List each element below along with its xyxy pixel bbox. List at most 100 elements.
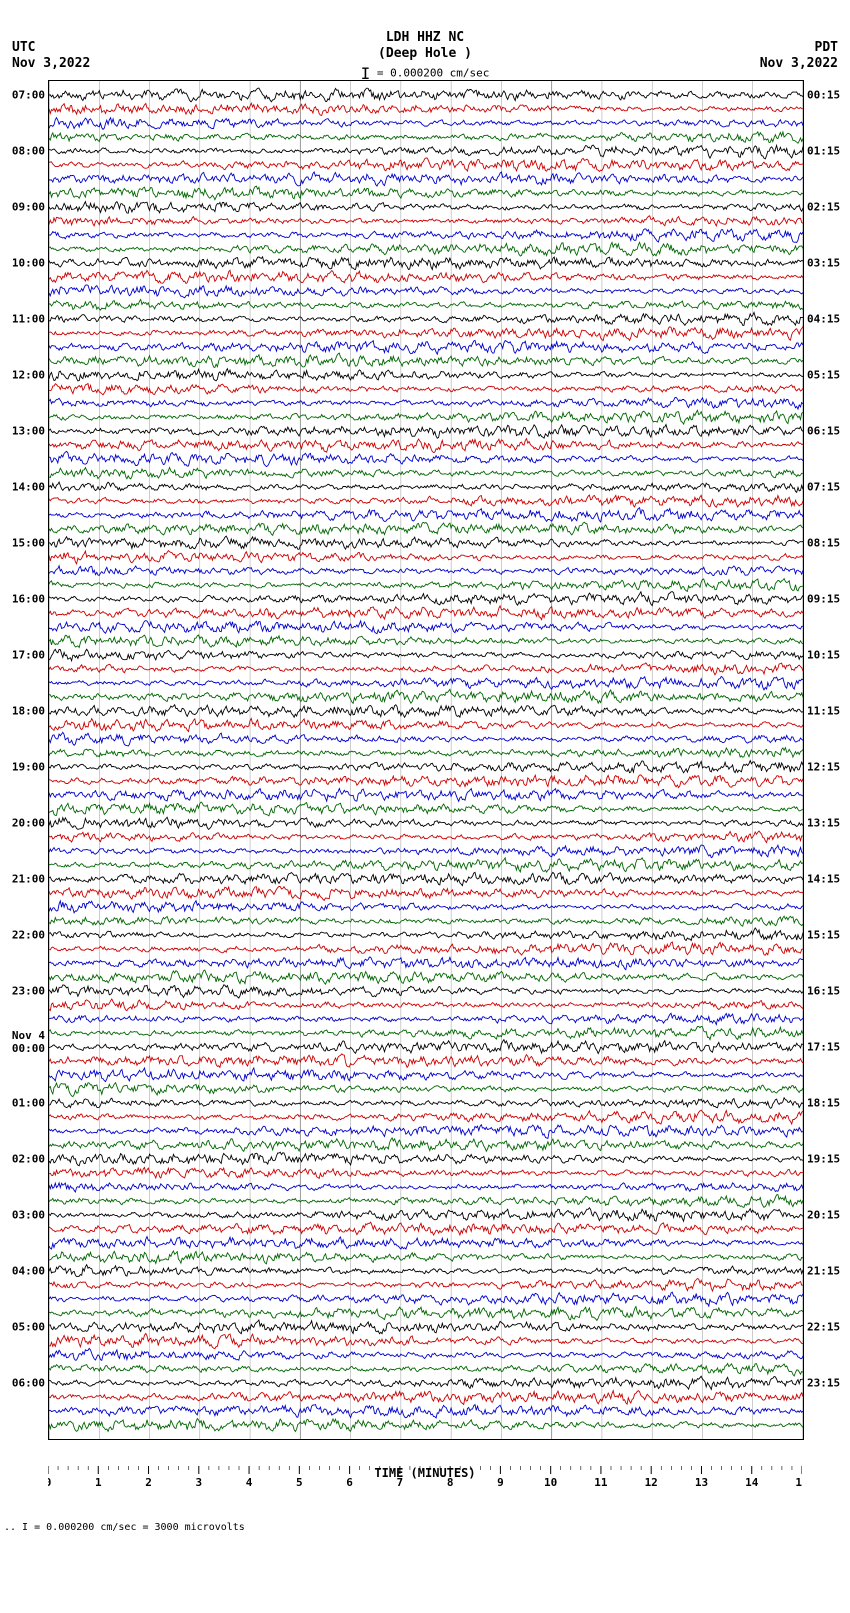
pdt-hour-label: 04:15 [807,313,840,326]
trace-row [49,1376,803,1389]
header: UTC Nov 3,2022 LDH HHZ NC (Deep Hole ) P… [0,0,850,80]
trace-row [49,957,803,970]
utc-hour-label: 10:00 [12,257,45,270]
utc-hour-label: 02:00 [12,1153,45,1166]
trace-row [49,495,803,507]
trace-row [49,257,803,270]
utc-hour-label: Nov 400:00 [12,1029,45,1055]
utc-hour-label: 16:00 [12,593,45,606]
trace-row [49,1237,803,1250]
trace-row [49,1026,803,1039]
trace-row [49,606,803,620]
utc-hour-label: 14:00 [12,481,45,494]
utc-hour-label: 21:00 [12,873,45,886]
utc-hour-label: 19:00 [12,761,45,774]
trace-row [49,858,803,872]
trace-row [49,649,803,661]
trace-row [49,88,803,102]
pdt-hour-label: 17:15 [807,1041,840,1054]
utc-hour-label: 23:00 [12,985,45,998]
trace-row [49,1348,803,1360]
trace-row [49,285,803,298]
trace-row [49,1265,803,1277]
tz-right: PDT Nov 3,2022 [760,40,838,72]
trace-row [49,103,803,115]
pdt-hour-label: 20:15 [807,1209,840,1222]
utc-hour-label: 13:00 [12,425,45,438]
pdt-hour-label: 03:15 [807,257,840,270]
pdt-hour-label: 15:15 [807,929,840,942]
x-tick-label: 0 [48,1476,51,1489]
x-tick-label: 15 [795,1476,802,1489]
trace-row [49,689,803,703]
trace-row [49,928,803,941]
trace-row [49,663,803,675]
x-tick-label: 11 [594,1476,608,1489]
trace-row [49,1292,803,1306]
x-axis-ticks: 0123456789101112131415 [48,1466,802,1494]
utc-hour-label: 05:00 [12,1321,45,1334]
pdt-hour-label: 12:15 [807,761,840,774]
trace-row [49,1138,803,1151]
trace-row [49,1320,803,1334]
trace-row [49,999,803,1011]
scale-text: = 0.000200 cm/sec [377,67,490,80]
tz-right-label: PDT [760,40,838,56]
trace-row [49,676,803,690]
trace-row [49,1307,803,1321]
utc-hour-label: 17:00 [12,649,45,662]
pdt-hour-label: 02:15 [807,201,840,214]
trace-row [49,1279,803,1292]
trace-row [49,761,803,773]
trace-row [49,522,803,535]
trace-row [49,353,803,367]
trace-row [49,145,803,159]
seismogram-svg [49,81,803,1439]
trace-row [49,719,803,732]
trace-row [49,242,803,256]
x-tick-label: 13 [695,1476,708,1489]
pdt-hour-label: 23:15 [807,1377,840,1390]
trace-row [49,468,803,479]
trace-row [49,1098,803,1108]
trace-row [49,132,803,143]
pdt-hour-label: 00:15 [807,89,840,102]
trace-row [49,817,803,829]
x-tick-label: 6 [346,1476,353,1489]
utc-hour-label: 07:00 [12,89,45,102]
trace-row [49,1054,803,1068]
trace-row [49,186,803,200]
footer-scale-icon: .. I [4,1522,34,1533]
x-tick-label: 12 [645,1476,658,1489]
trace-row [49,229,803,243]
trace-row [49,635,803,648]
trace-row [49,340,803,354]
trace-row [49,384,803,395]
utc-hour-label: 22:00 [12,929,45,942]
title-block: LDH HHZ NC (Deep Hole ) [378,30,472,62]
x-tick-label: 2 [145,1476,152,1489]
trace-row [49,1083,803,1097]
pdt-hour-label: 21:15 [807,1265,840,1278]
x-tick-label: 5 [296,1476,303,1489]
tz-left-date: Nov 3,2022 [12,56,90,72]
seismogram-container: UTC Nov 3,2022 LDH HHZ NC (Deep Hole ) P… [0,0,850,1533]
footer: .. I = 0.000200 cm/sec = 3000 microvolts [4,1522,850,1533]
trace-row [49,1013,803,1024]
x-tick-label: 3 [195,1476,202,1489]
tz-left-label: UTC [12,40,90,56]
trace-row [49,1208,803,1222]
tz-left: UTC Nov 3,2022 [12,40,90,72]
x-tick-label: 10 [544,1476,557,1489]
x-tick-label: 7 [397,1476,404,1489]
trace-row [49,1419,803,1432]
pdt-hour-label: 01:15 [807,145,840,158]
pdt-hour-label: 05:15 [807,369,840,382]
trace-row [49,942,803,955]
x-tick-label: 4 [246,1476,253,1489]
trace-row [49,831,803,843]
pdt-hour-label: 22:15 [807,1321,840,1334]
trace-row [49,216,803,226]
utc-hour-label: 15:00 [12,537,45,550]
trace-row [49,886,803,900]
